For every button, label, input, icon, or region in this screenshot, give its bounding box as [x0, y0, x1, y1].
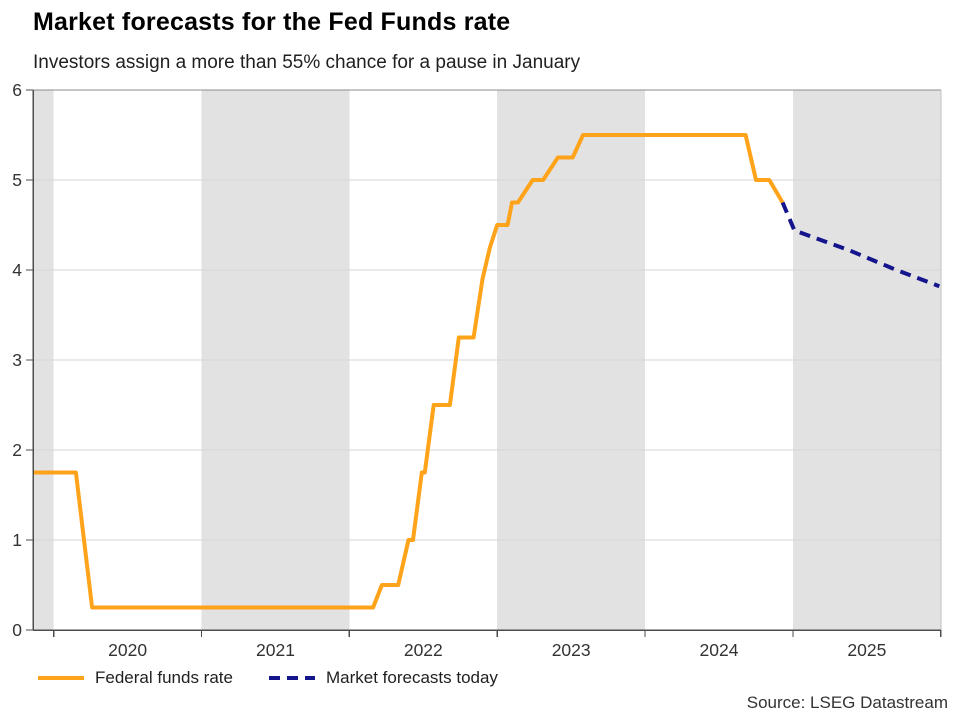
y-axis-tick-label: 2: [12, 440, 22, 460]
plot-canvas: 0 1 2 3 4 5 6 2020 2021 2022 2023 2024 2025: [12, 80, 942, 660]
series-line-market-forecasts-today: [780, 201, 941, 289]
x-axis-tick-label: 2023: [552, 640, 591, 660]
source-note: Source: LSEG Datastream: [746, 693, 948, 712]
solid-line-swatch-icon: [38, 676, 84, 680]
x-axis-tick-label: 2021: [256, 640, 295, 660]
y-axis-tick-label: 4: [12, 260, 22, 280]
x-axis-tick-label: 2024: [700, 640, 739, 660]
y-axis-tick-label: 5: [12, 170, 22, 190]
legend-item-market-forecasts: Market forecasts today: [268, 668, 498, 688]
y-axis-tick-label: 6: [12, 80, 22, 100]
y-axis-tick-label: 1: [12, 530, 22, 550]
legend-label-federal-funds-rate: Federal funds rate: [95, 668, 233, 687]
legend: Federal funds rate Market forecasts toda…: [38, 668, 498, 688]
y-axis-tick-label: 0: [12, 620, 22, 640]
y-axis-tick-label: 3: [12, 350, 22, 370]
x-axis-tick-label: 2020: [108, 640, 147, 660]
x-axis-tick-label: 2022: [404, 640, 443, 660]
legend-item-federal-funds-rate: Federal funds rate: [38, 668, 233, 688]
chart-subtitle: Investors assign a more than 55% chance …: [33, 52, 581, 73]
chart-title: Market forecasts for the Fed Funds rate: [33, 8, 511, 36]
legend-label-market-forecasts: Market forecasts today: [325, 668, 498, 687]
series-line-federal-funds-rate: [33, 133, 785, 610]
x-axis-tick-label: 2025: [847, 640, 886, 660]
dashed-line-swatch-icon: [268, 675, 315, 681]
